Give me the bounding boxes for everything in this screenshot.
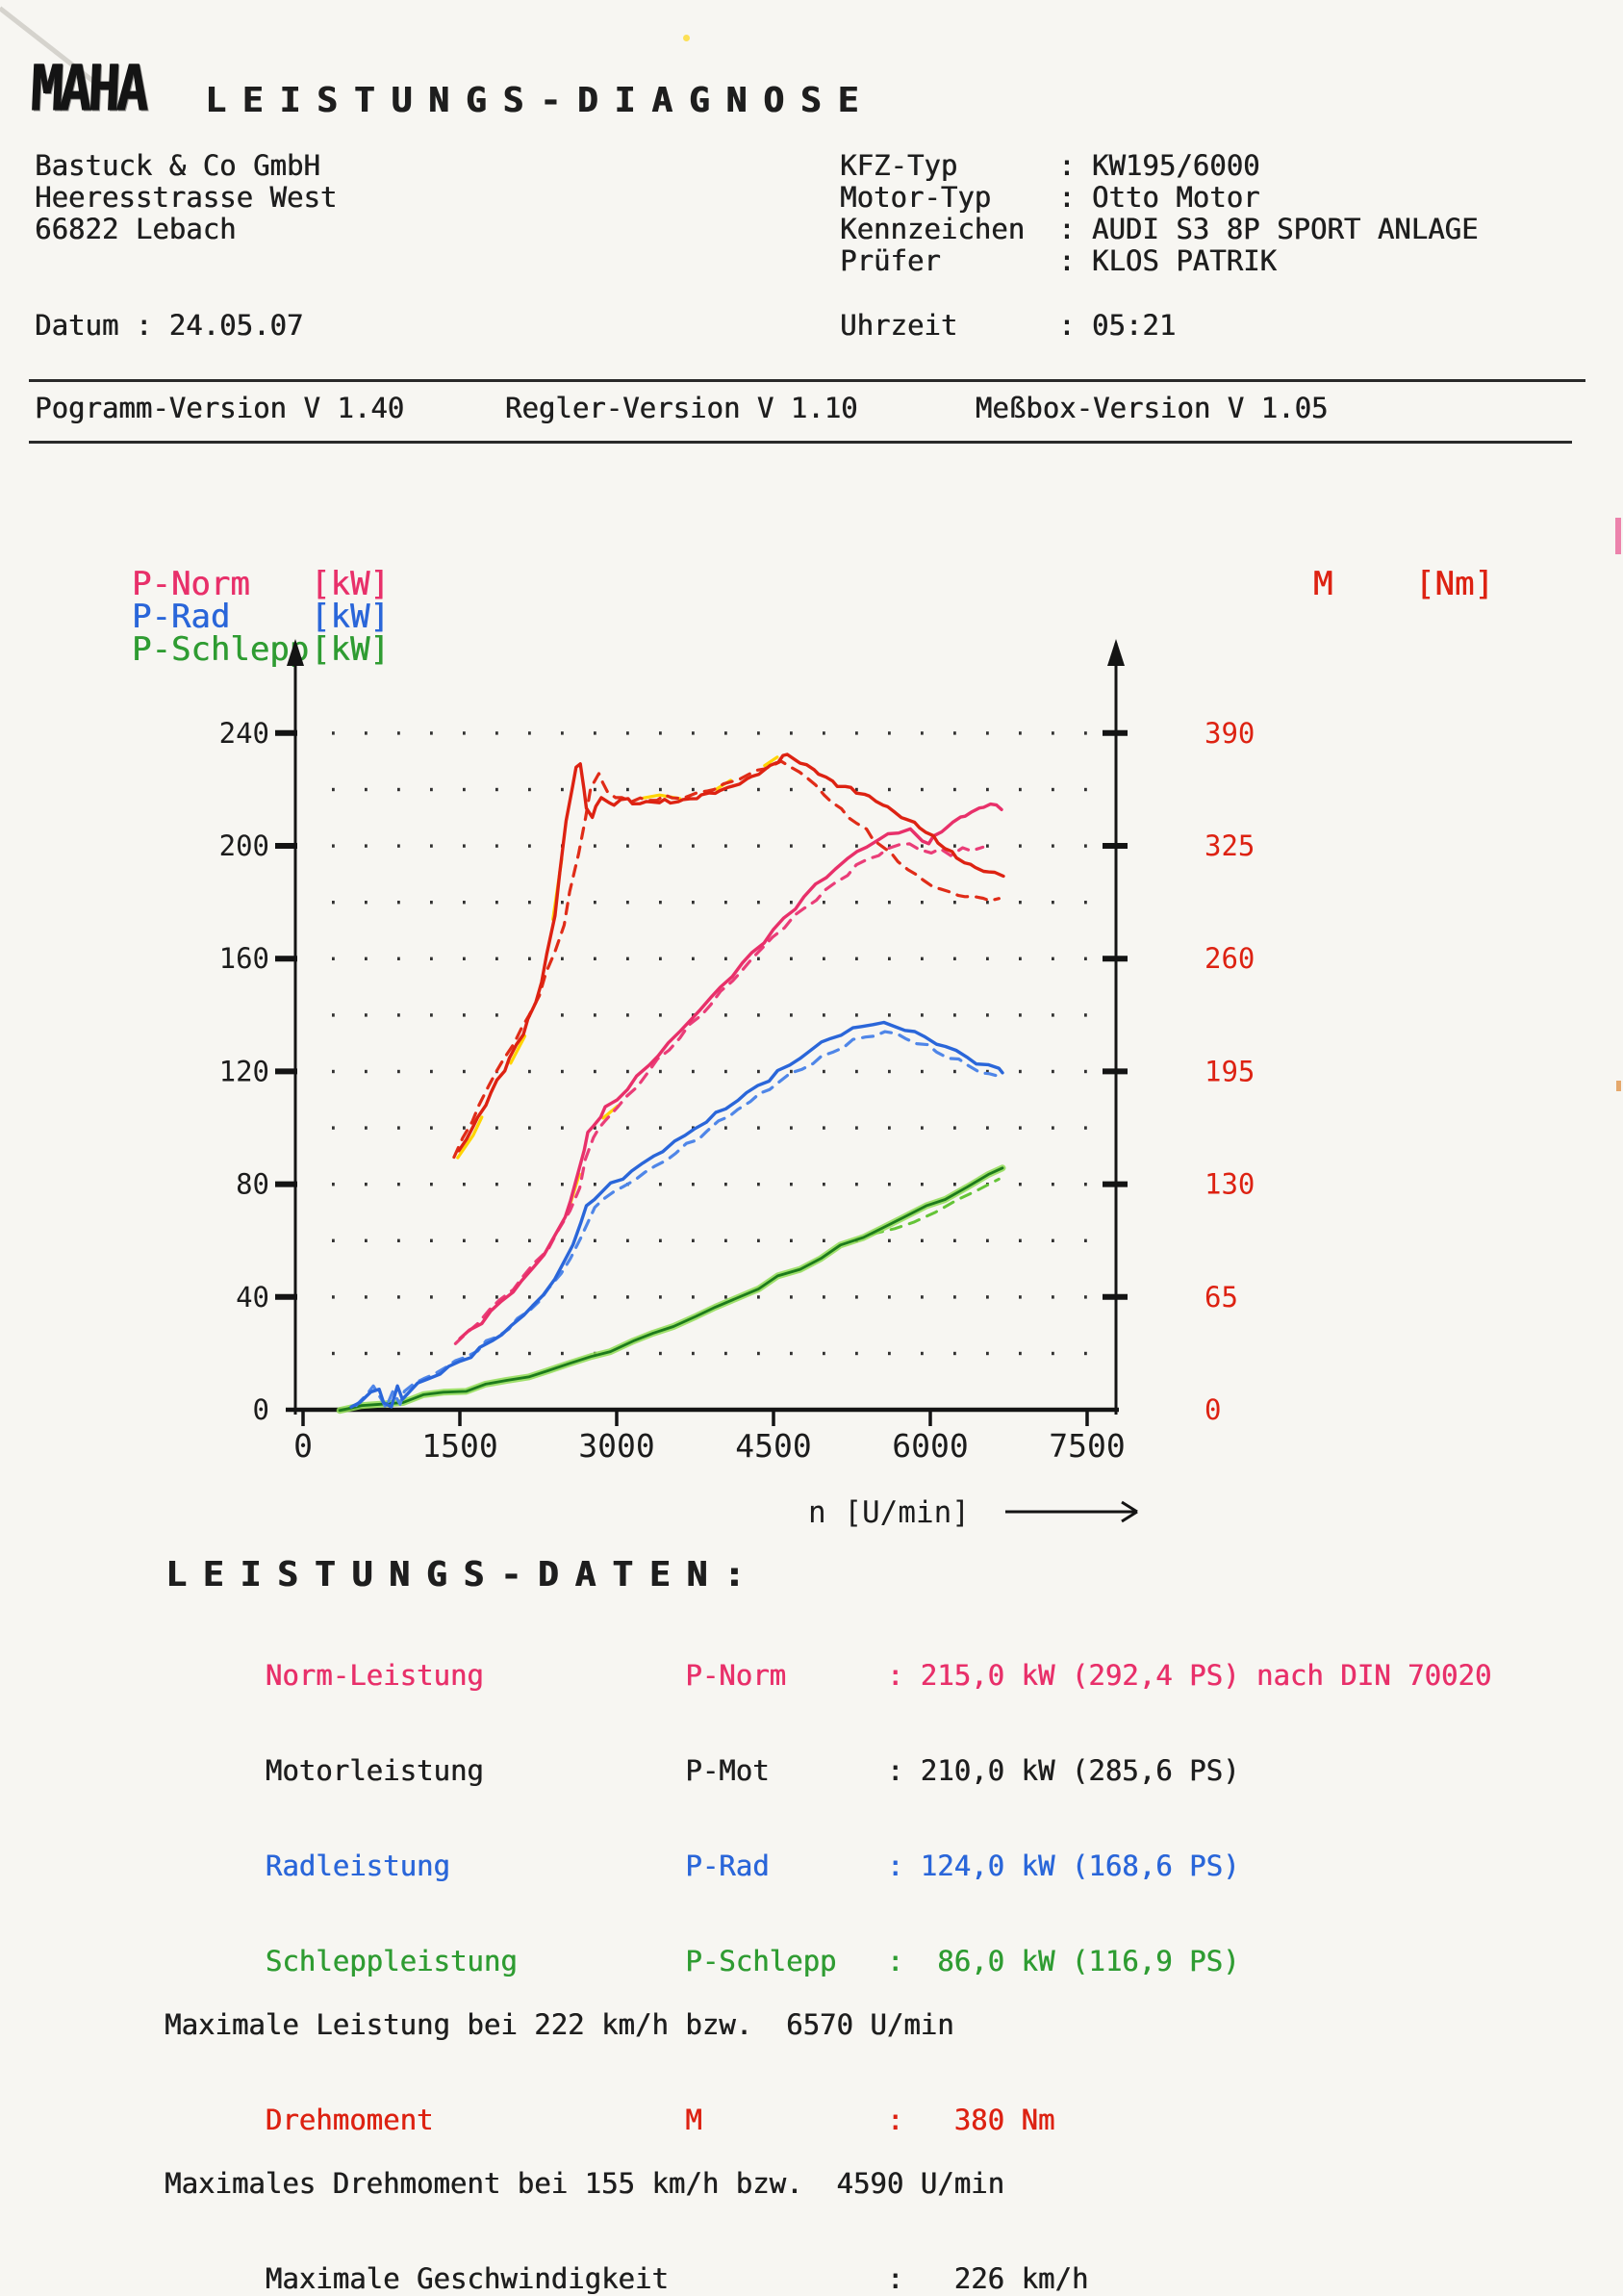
version-line: Pogramm-Version V 1.40 Regler-Version V … (35, 392, 1329, 424)
max-power-note: Maximale Leistung bei 222 km/h bzw. 6570… (165, 2008, 954, 2041)
x-axis-label: n [U/min] (808, 1495, 970, 1530)
vehicle-info-line-motor-typ: Motor-Typ : Otto Motor (840, 181, 1260, 214)
address-line: 66822 Lebach (35, 213, 237, 245)
grid-dots (332, 731, 1087, 1356)
axis-labels: 0 40 80 120 160 200 240 0 65 130 195 260 325 390 0 1500… (219, 717, 1255, 1530)
max-speed-label: Maximale Geschwindigkeit (265, 2262, 669, 2295)
power-row-norm-value: : 215,0 kW (292,4 PS) nach DIN 70020 (886, 1659, 1492, 1692)
address-block: Bastuck & Co GmbH Heeresstrasse West 668… (35, 150, 337, 245)
svg-text:65: 65 (1205, 1281, 1238, 1314)
torque-row-value: : 380 Nm (886, 2104, 1055, 2136)
vehicle-info-block: KFZ-Typ : KW195/6000 Motor-Typ : Otto Mo… (840, 150, 1478, 277)
page-title: LEISTUNGS-DIAGNOSE (205, 81, 875, 120)
scan-edge-pink-mark (1615, 518, 1621, 554)
svg-text:130: 130 (1205, 1168, 1255, 1201)
power-row-rad-symbol: P-Rad (685, 1850, 770, 1882)
svg-text:325: 325 (1205, 829, 1255, 862)
curve-P-Schlepp-dashed (871, 1177, 1001, 1236)
date-line: Datum : 24.05.07 (35, 309, 304, 342)
curve-P-Norm-dashed (453, 842, 985, 1345)
curve-M (457, 753, 1005, 1153)
legend-p-schlepp: P-Schlepp[kW] (53, 600, 390, 699)
power-row-schlepp: Schleppleistung P-Schlepp : 86,0 kW (116,9… (165, 1914, 1491, 2009)
svg-text:200: 200 (219, 829, 269, 862)
legend-p-norm-unit: [kW] (310, 565, 390, 603)
svg-text:195: 195 (1205, 1055, 1255, 1087)
svg-text:260: 260 (1205, 942, 1255, 975)
legend-p-schlepp-label: P-Schlepp (131, 630, 310, 669)
legend-torque-label: M (1312, 565, 1333, 603)
legend-p-rad-label: P-Rad (131, 598, 231, 636)
svg-text:1500: 1500 (421, 1427, 497, 1465)
curve-print-offset-yellow-1 (456, 1115, 484, 1160)
svg-text:40: 40 (236, 1281, 269, 1314)
leistungs-daten-block: Norm-Leistung P-Norm : 215,0 kW (292,4 PS)… (165, 1628, 1491, 2296)
curve-print-offset-yellow-6 (763, 755, 779, 768)
scan-edge-red-dot (1616, 1081, 1621, 1091)
power-row-rad-value: : 124,0 kW (168,6 PS) (886, 1850, 1240, 1882)
power-row-schlepp-label: Schleppleistung (265, 1945, 518, 1977)
time-line: Uhrzeit : 05:21 (840, 309, 1177, 342)
svg-text:240: 240 (219, 717, 269, 750)
vehicle-info-line-kennzeichen: Kennzeichen : AUDI S3 8P SPORT ANLAGE (840, 213, 1479, 245)
leistungs-daten-heading: LEISTUNGS-DATEN: (165, 1555, 761, 1594)
svg-text:120: 120 (219, 1055, 269, 1087)
address-line: Heeresstrasse West (35, 181, 338, 214)
power-row-norm-label: Norm-Leistung (265, 1659, 484, 1692)
power-row-rad-label: Radleistung (265, 1850, 450, 1882)
power-row-schlepp-symbol: P-Schlepp (685, 1945, 837, 1977)
torque-row-label: Drehmoment (265, 2104, 434, 2136)
legend-p-rad-unit: [kW] (310, 598, 390, 636)
vehicle-info-line-pruefer: Prüfer : KLOS PATRIK (840, 244, 1277, 277)
legend-p-schlepp-unit: [kW] (310, 630, 390, 669)
scan-speck-yellow (683, 35, 690, 41)
maha-logo: MAHA (29, 52, 147, 126)
curve-M-dashed (452, 759, 1002, 1160)
svg-text:6000: 6000 (892, 1427, 968, 1465)
power-row-norm: Norm-Leistung P-Norm : 215,0 kW (292,4 PS)… (165, 1628, 1492, 1723)
svg-text:0: 0 (253, 1393, 269, 1426)
power-row-motor-value: : 210,0 kW (285,6 PS) (886, 1754, 1240, 1787)
dyno-chart: 0 40 80 120 160 200 240 0 65 130 195 260 325 390 0 1500… (219, 639, 1255, 1530)
legend-p-rad: P-Rad [kW] (53, 568, 390, 666)
curve-print-offset-yellow-2 (509, 1034, 527, 1065)
curve-P-Rad (349, 1020, 1004, 1409)
power-row-motor-label: Motorleistung (265, 1754, 484, 1787)
svg-text:3000: 3000 (578, 1427, 654, 1465)
vehicle-info-line-kfz-typ: KFZ-Typ : KW195/6000 (840, 149, 1260, 182)
divider-top (29, 379, 1585, 382)
legend-torque: M [Nm] (1234, 535, 1494, 633)
torque-row-symbol: M (685, 2104, 702, 2136)
svg-text:80: 80 (236, 1168, 269, 1201)
svg-text:160: 160 (219, 942, 269, 975)
legend-p-norm: P-Norm [kW] (53, 535, 390, 633)
axes (275, 639, 1128, 1426)
legend-p-norm-label: P-Norm (131, 565, 250, 603)
torque-row: Drehmoment M : 380 Nm (165, 2073, 1491, 2168)
svg-text:0: 0 (293, 1427, 313, 1465)
max-speed-value: : 226 km/h (886, 2262, 1089, 2295)
power-row-norm-symbol: P-Norm (685, 1659, 787, 1692)
curves (336, 753, 1006, 1415)
address-line: Bastuck & Co GmbH (35, 149, 320, 182)
divider-bottom (29, 441, 1572, 444)
legend-torque-unit: [Nm] (1414, 565, 1494, 603)
svg-text:7500: 7500 (1049, 1427, 1125, 1465)
power-row-rad: Radleistung P-Rad : 124,0 kW (168,6 PS) (165, 1819, 1491, 1914)
power-row-motor: Motorleistung P-Mot : 210,0 kW (285,6 PS) (165, 1723, 1491, 1819)
svg-text:0: 0 (1205, 1393, 1221, 1426)
svg-text:4500: 4500 (735, 1427, 811, 1465)
max-speed-row: Maximale Geschwindigkeit : 226 km/h (165, 2232, 1491, 2296)
max-torque-note: Maximales Drehmoment bei 155 km/h bzw. 4… (165, 2167, 1004, 2200)
curve-P-Schlepp (338, 1166, 1004, 1413)
curve-P-Norm (458, 802, 1003, 1340)
power-row-schlepp-value: : 86,0 kW (116,9 PS) (886, 1945, 1240, 1977)
power-row-motor-symbol: P-Mot (685, 1754, 770, 1787)
svg-text:390: 390 (1205, 717, 1255, 750)
